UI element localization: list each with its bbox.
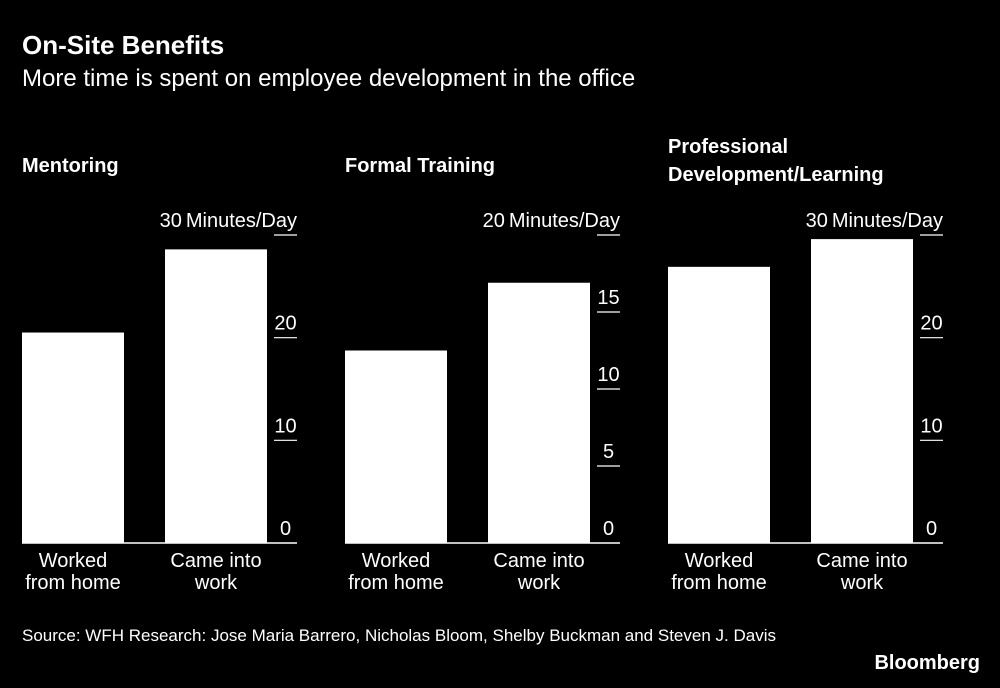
bar — [345, 350, 447, 543]
y-tick-label: 10 — [274, 415, 296, 437]
mentoring-chart: Mentoring 0 10 20 30 Minutes/Day Worked from ho… — [22, 130, 322, 600]
x-tick-label: Worked from home — [348, 550, 444, 594]
y-tick-label: 30 Minutes/Day — [160, 210, 297, 232]
panel-title: Mentoring — [22, 155, 119, 177]
y-tick-label: 10 — [920, 415, 942, 437]
chart-subtitle: More time is spent on employee developme… — [22, 65, 636, 92]
x-tick-label-line: work — [194, 572, 238, 594]
bloomberg-logo: Bloomberg — [874, 652, 980, 674]
x-tick-label: Worked from home — [671, 550, 767, 594]
chart-plot: 0 10 20 30 Minutes/Day Worked from home Came in… — [668, 210, 943, 594]
y-tick-label: 30 Minutes/Day — [806, 210, 943, 232]
y-tick-label: 10 — [597, 364, 619, 386]
chart-title: On-Site Benefits — [22, 30, 225, 60]
y-tick-label: 20 — [274, 313, 296, 335]
y-tick-label: 5 — [603, 441, 614, 463]
chart-plot: 0 10 20 30 Minutes/Day Worked from home Came in… — [22, 210, 297, 594]
y-tick-label: 0 — [603, 518, 614, 540]
x-tick-label: Came into work — [493, 550, 584, 594]
x-tick-label: Came into work — [170, 550, 261, 594]
x-tick-label-line: Came into — [170, 550, 261, 572]
x-tick-label-line: Came into — [493, 550, 584, 572]
y-tick-value: 20 — [483, 210, 505, 232]
chart-plot: 0 5 10 15 20 Minutes/Day Worked from home Came i… — [345, 210, 620, 594]
bar — [488, 282, 590, 543]
y-tick-label: 20 — [920, 313, 942, 335]
y-axis-unit: Minutes/Day — [832, 210, 943, 232]
x-tick-label: Came into work — [816, 550, 907, 594]
panel-title-line: Development/Learning — [668, 164, 884, 186]
y-axis-unit: Minutes/Day — [186, 210, 297, 232]
bar — [668, 266, 770, 543]
y-axis-unit: Minutes/Day — [509, 210, 620, 232]
panel-title-line: Professional — [668, 136, 789, 158]
x-tick-label-line: from home — [348, 572, 444, 594]
x-tick-label: Worked from home — [25, 550, 121, 594]
source-note: Source: WFH Research: Jose Maria Barrero… — [22, 626, 776, 645]
panel-title: Formal Training — [345, 155, 496, 177]
x-tick-label-line: work — [840, 572, 884, 594]
formal-training-chart: Formal Training 0 5 10 15 20 Minutes/Day Worked… — [345, 130, 645, 600]
x-tick-label-line: work — [517, 572, 561, 594]
x-tick-label-line: from home — [671, 572, 767, 594]
y-tick-label: 20 Minutes/Day — [483, 210, 620, 232]
x-tick-label-line: Worked — [362, 550, 431, 572]
bar — [165, 249, 267, 543]
x-tick-label-line: from home — [25, 572, 121, 594]
x-tick-label-line: Worked — [685, 550, 754, 572]
y-tick-value: 30 — [806, 210, 828, 232]
professional-development-chart: Professional Development/Learning 0 10 20 30 M… — [668, 130, 968, 600]
y-tick-label: 0 — [280, 518, 291, 540]
y-tick-label: 0 — [926, 518, 937, 540]
panel-title: Professional Development/Learning — [668, 133, 968, 189]
bar — [811, 239, 913, 543]
x-tick-label-line: Worked — [39, 550, 108, 572]
y-tick-value: 30 — [160, 210, 182, 232]
y-tick-label: 15 — [597, 287, 619, 309]
bar — [22, 332, 124, 543]
x-tick-label-line: Came into — [816, 550, 907, 572]
